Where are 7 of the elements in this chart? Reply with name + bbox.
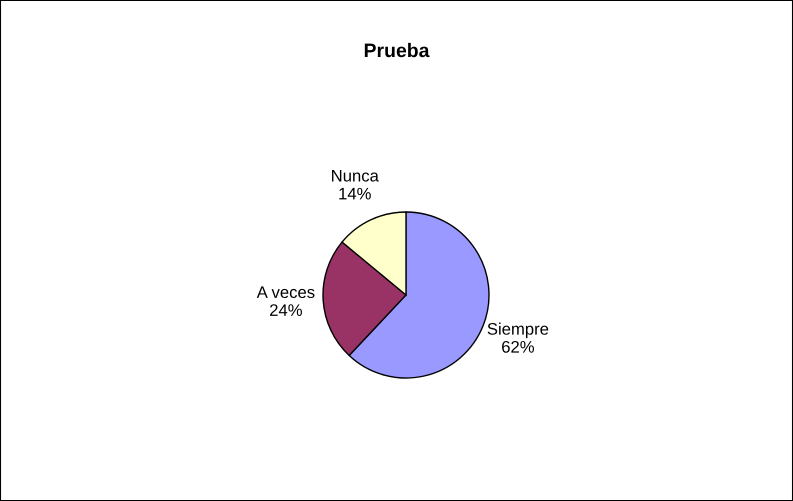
data-label: 62% [502,340,534,353]
slice-label: A veces [256,286,314,298]
slice-label: Siempre [488,322,548,338]
data-label: 24% [270,304,302,316]
slice-label: Nunca [332,170,379,182]
chart-title: Prueba [364,42,430,58]
data-label: 14% [339,188,371,200]
